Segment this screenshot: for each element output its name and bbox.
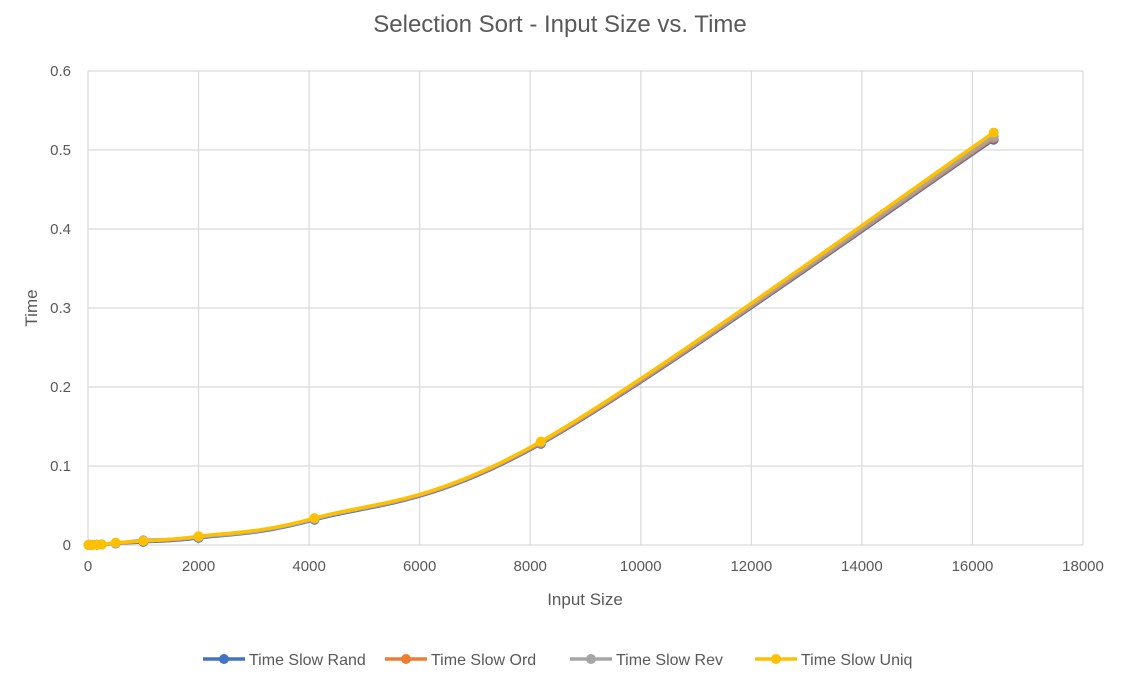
data-point <box>110 537 121 548</box>
y-tick-label: 0.2 <box>50 379 71 396</box>
x-tick-label: 16000 <box>952 558 994 575</box>
legend-item-2: Time Slow Ord <box>385 652 536 669</box>
series-layer <box>83 127 999 550</box>
legend-label: Time Slow Rev <box>616 652 723 669</box>
legend-label: Time Slow Ord <box>431 652 536 669</box>
y-tick-label: 0.5 <box>50 142 71 159</box>
legend-label: Time Slow Uniq <box>801 652 912 669</box>
x-tick-label: 0 <box>84 558 92 575</box>
x-tick-label: 2000 <box>182 558 215 575</box>
x-tick-label: 8000 <box>514 558 547 575</box>
y-tick-label: 0 <box>63 537 71 554</box>
data-point <box>193 531 204 542</box>
data-point <box>96 539 107 550</box>
chart-title: Selection Sort - Input Size vs. Time <box>373 11 747 38</box>
legend-item-3: Time Slow Rev <box>570 652 723 669</box>
legend-swatch-marker <box>401 654 411 664</box>
legend-label: Time Slow Rand <box>249 652 366 669</box>
legend-item-4: Time Slow Uniq <box>755 652 912 669</box>
series-line <box>86 130 996 547</box>
series-line <box>86 137 996 547</box>
series-4 <box>83 127 999 550</box>
y-tick-label: 0.3 <box>50 300 71 317</box>
y-tick-label: 0.6 <box>50 63 71 80</box>
legend-item-1: Time Slow Rand <box>203 652 366 669</box>
series-line <box>86 136 996 547</box>
x-tick-label: 14000 <box>841 558 883 575</box>
grid <box>87 70 1084 546</box>
x-tick-label: 10000 <box>620 558 662 575</box>
legend-swatch-marker <box>219 654 229 664</box>
y-tick-label: 0.1 <box>50 458 71 475</box>
x-axis-label: Input Size <box>547 590 623 609</box>
x-tick-label: 12000 <box>730 558 772 575</box>
x-tick-label: 6000 <box>403 558 436 575</box>
data-point <box>988 127 999 138</box>
x-tick-label: 18000 <box>1062 558 1104 575</box>
y-tick-label: 0.4 <box>50 221 71 238</box>
legend-swatch-marker <box>771 654 781 664</box>
x-tick-label: 4000 <box>292 558 325 575</box>
data-point <box>535 436 546 447</box>
legend-swatch-marker <box>586 654 596 664</box>
series-line <box>86 134 996 547</box>
tick-labels: 0 0.1 0.2 0.3 0.4 0.5 0.6 0 2000 4000 6000 8000 1000… <box>50 63 1104 575</box>
data-point <box>309 513 320 524</box>
data-point <box>138 536 149 547</box>
y-axis-label: Time <box>22 289 41 326</box>
legend: Time Slow Rand Time Slow Ord Time Slow Rev… <box>203 652 912 669</box>
